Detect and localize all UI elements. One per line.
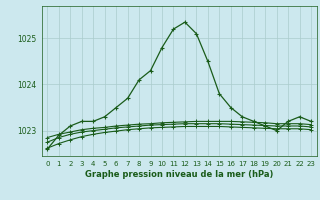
- X-axis label: Graphe pression niveau de la mer (hPa): Graphe pression niveau de la mer (hPa): [85, 170, 273, 179]
